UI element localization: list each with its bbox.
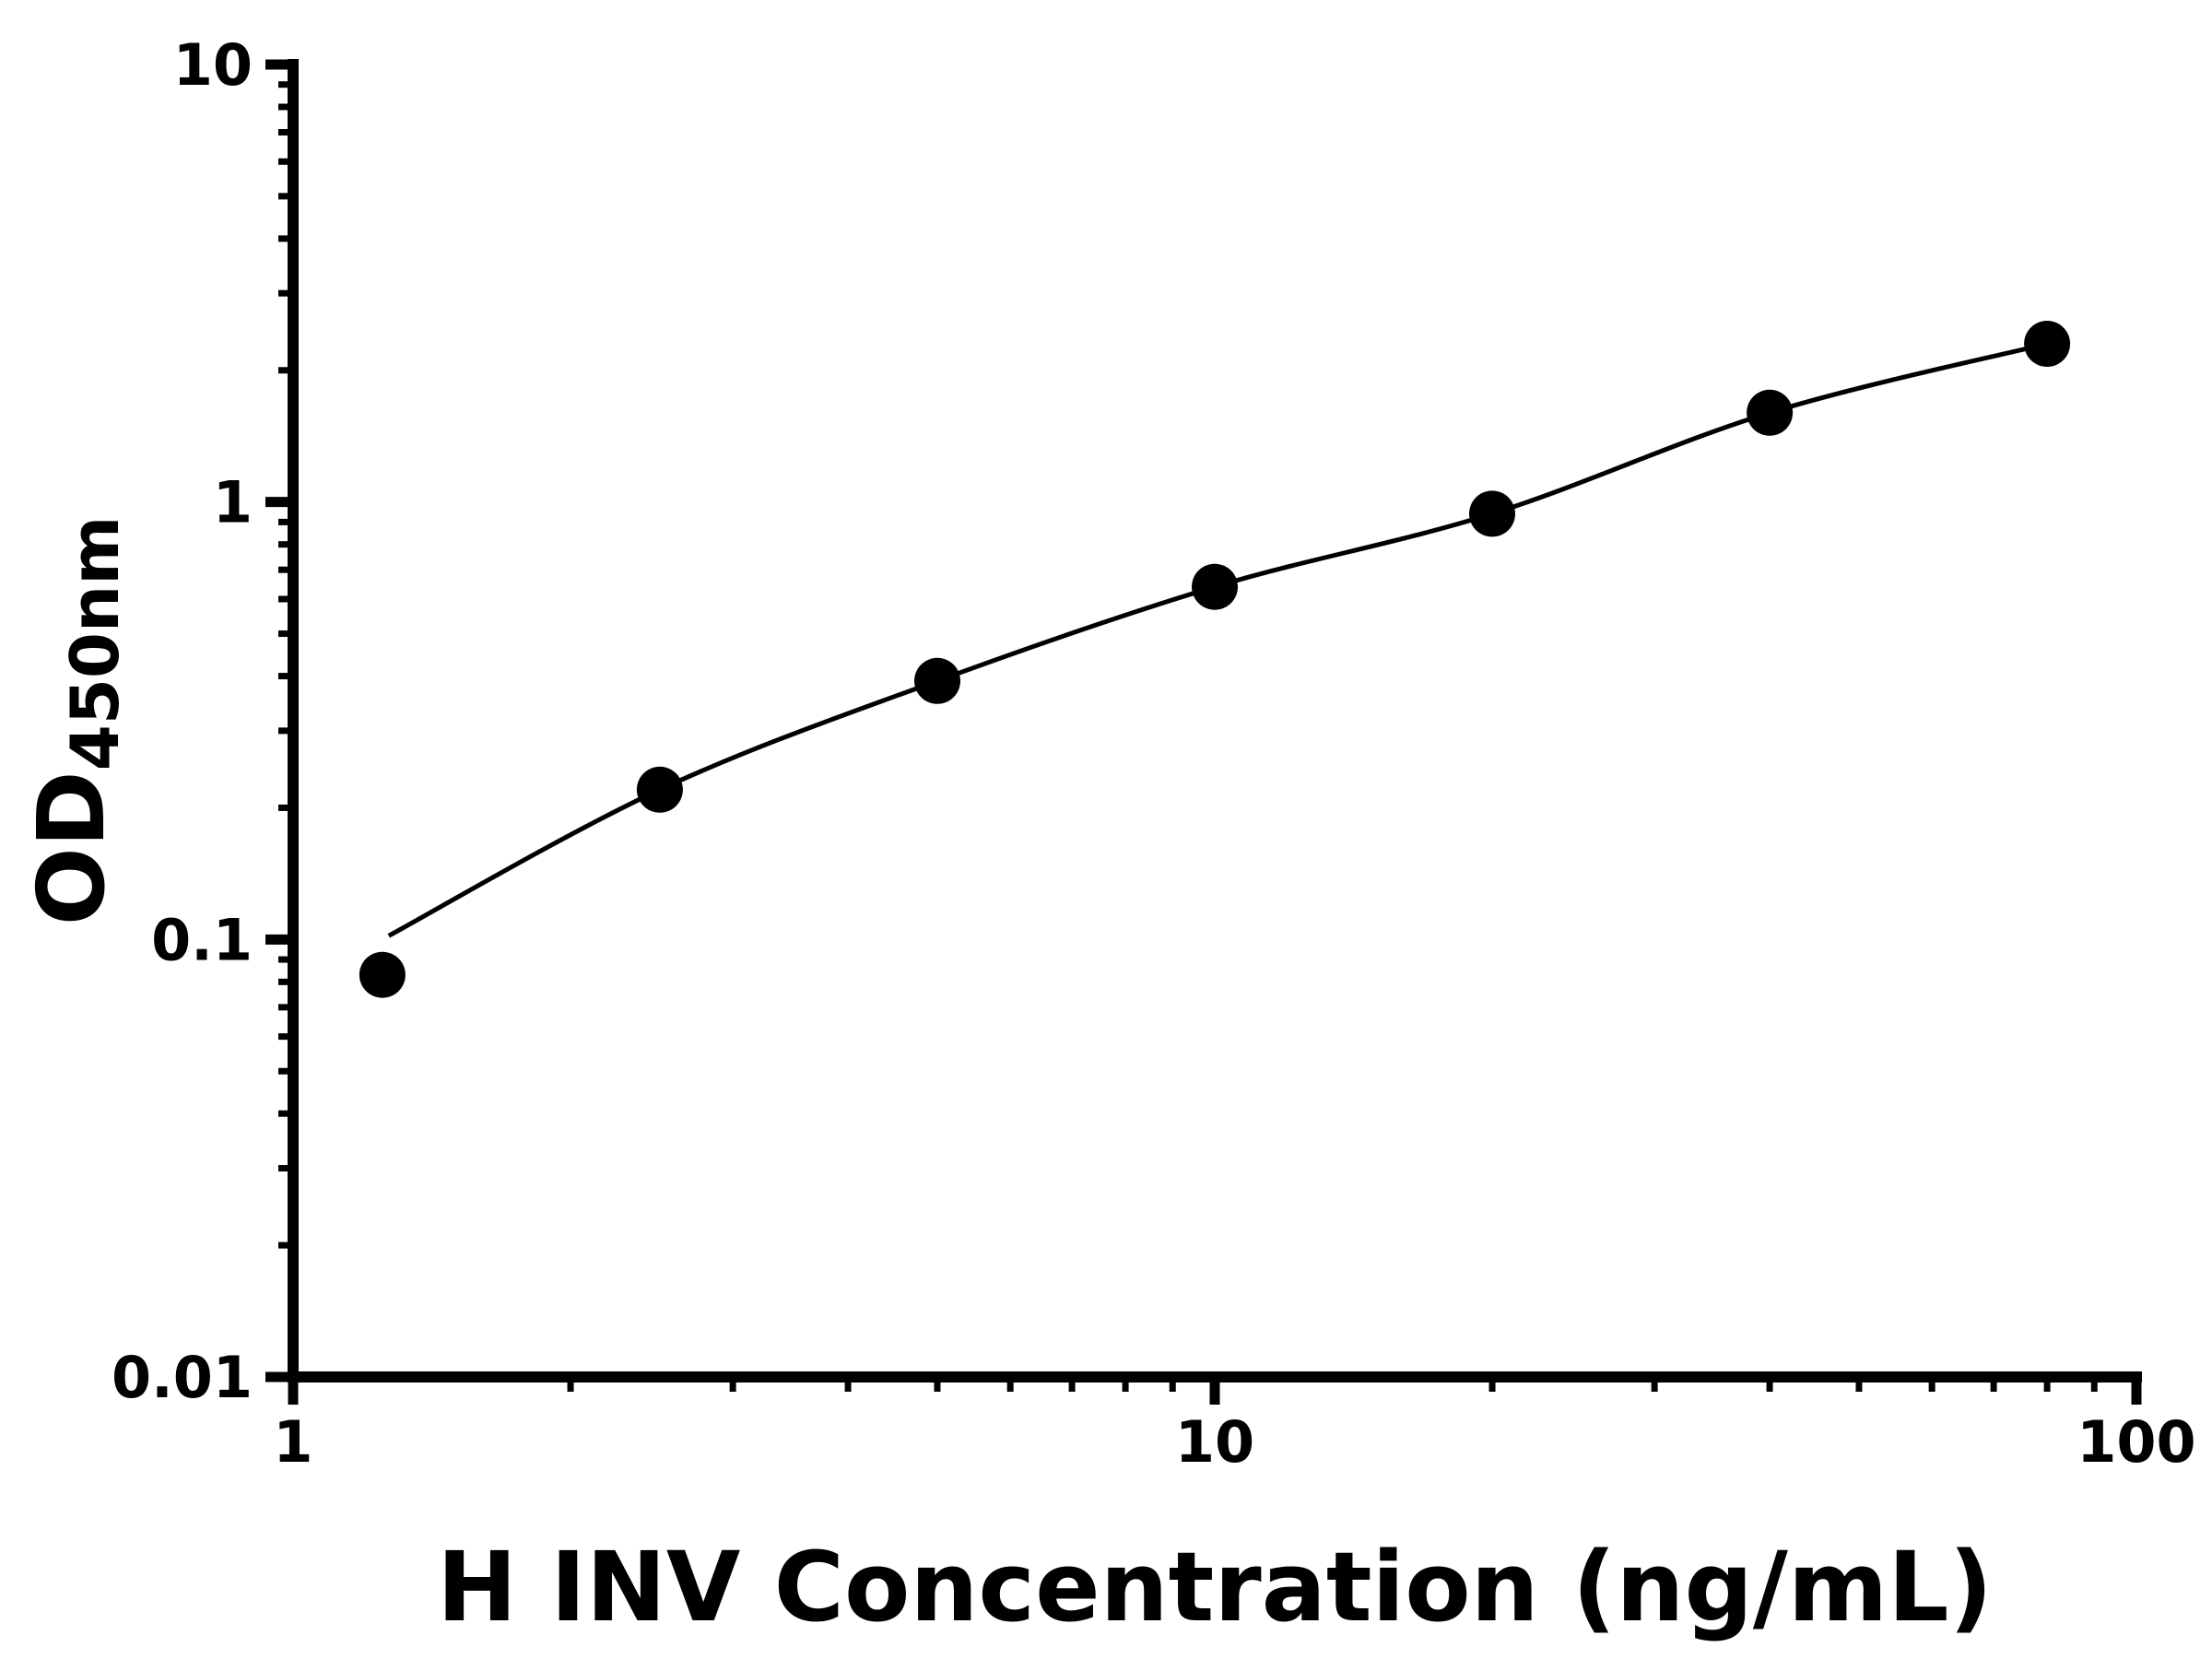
axis-spines bbox=[288, 59, 2142, 1382]
data-point bbox=[359, 951, 406, 998]
x-axis-title: H INV Concentration (ng/mL) bbox=[437, 1531, 1993, 1643]
y-tick-label: 0.01 bbox=[112, 1344, 253, 1411]
fit-curve bbox=[387, 341, 2048, 938]
x-tick-label: 1 bbox=[273, 1408, 312, 1476]
y-tick-label: 1 bbox=[213, 469, 253, 536]
data-point bbox=[1747, 389, 1794, 436]
y-axis-title-main: OD bbox=[18, 771, 125, 925]
fit-curve-layer bbox=[387, 341, 2048, 938]
data-point bbox=[636, 766, 683, 813]
axes-layer bbox=[288, 59, 2142, 1382]
y-axis-title-subscript: 450nm bbox=[56, 516, 134, 771]
data-points-layer bbox=[359, 321, 2071, 998]
tick-labels-layer: 1 10 100 0.01 0.1 1 10 bbox=[112, 31, 2196, 1476]
x-tick-label: 100 bbox=[2077, 1408, 2195, 1476]
data-point bbox=[1192, 563, 1238, 610]
data-point bbox=[2024, 321, 2071, 367]
y-tick-label: 10 bbox=[173, 31, 253, 99]
x-tick-label: 10 bbox=[1175, 1408, 1254, 1476]
y-tick-label: 0.1 bbox=[151, 906, 253, 973]
ticks-layer bbox=[265, 59, 2142, 1405]
data-point bbox=[914, 657, 960, 704]
data-point bbox=[1469, 490, 1515, 537]
y-axis-title: OD450nm bbox=[18, 516, 134, 926]
